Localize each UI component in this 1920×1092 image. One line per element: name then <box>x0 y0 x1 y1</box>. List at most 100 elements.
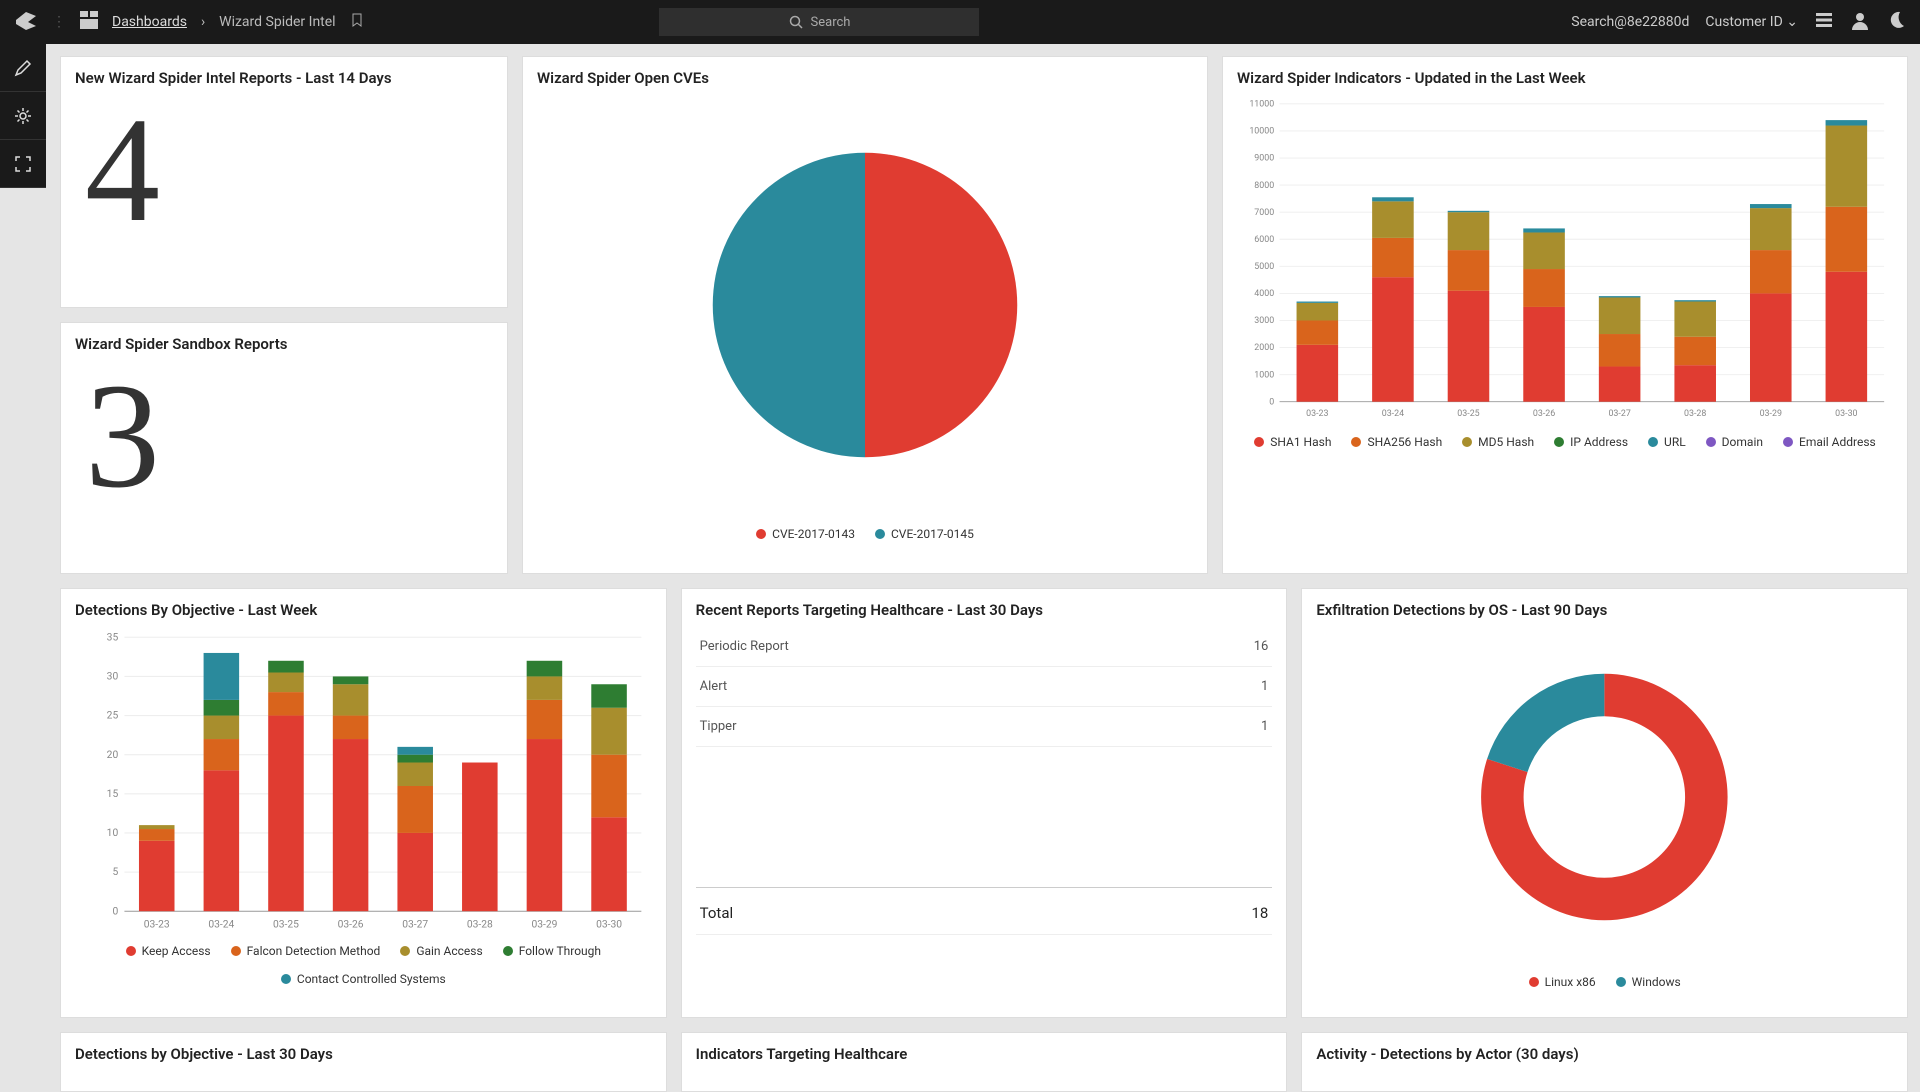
svg-text:03-30: 03-30 <box>1835 409 1857 419</box>
breadcrumb-current: Wizard Spider Intel <box>219 14 335 30</box>
legend-item[interactable]: Follow Through <box>503 944 601 958</box>
stacked-bar-chart: 0510152025303503-2303-2403-2503-2603-270… <box>75 627 652 936</box>
svg-text:03-24: 03-24 <box>1382 409 1404 419</box>
donut-chart <box>1316 627 1893 967</box>
card-title: Wizard Spider Sandbox Reports <box>75 335 493 353</box>
search-input[interactable]: Search <box>659 8 979 36</box>
svg-text:35: 35 <box>107 630 119 643</box>
svg-text:6000: 6000 <box>1254 235 1274 245</box>
topbar: ⋮ Dashboards › Wizard Spider Intel Searc… <box>0 0 1920 44</box>
svg-text:4000: 4000 <box>1254 289 1274 299</box>
svg-text:25: 25 <box>107 709 119 722</box>
settings-button[interactable] <box>0 92 46 140</box>
legend-item[interactable]: URL <box>1648 435 1686 449</box>
svg-text:10000: 10000 <box>1249 127 1274 137</box>
svg-text:03-28: 03-28 <box>467 918 493 931</box>
card-indicators-healthcare: Indicators Targeting Healthcare <box>681 1032 1288 1092</box>
svg-text:03-29: 03-29 <box>1760 409 1782 419</box>
svg-text:9000: 9000 <box>1254 154 1274 164</box>
svg-text:15: 15 <box>107 787 119 800</box>
legend-item[interactable]: Falcon Detection Method <box>231 944 381 958</box>
report-row[interactable]: Tipper1 <box>696 707 1273 747</box>
legend: Keep Access Falcon Detection Method Gain A… <box>75 944 652 986</box>
report-total: Total18 <box>696 887 1273 935</box>
bookmark-icon[interactable] <box>350 13 364 31</box>
report-row[interactable]: Alert1 <box>696 667 1273 707</box>
user-icon[interactable] <box>1850 10 1870 34</box>
svg-text:03-29: 03-29 <box>531 918 557 931</box>
card-recent-reports: Recent Reports Targeting Healthcare - La… <box>681 588 1288 1018</box>
customer-dropdown[interactable]: Customer ID ⌄ <box>1705 14 1798 30</box>
svg-text:1000: 1000 <box>1254 370 1274 380</box>
legend-item[interactable]: Email Address <box>1783 435 1876 449</box>
separator: ⋮ <box>52 14 66 30</box>
svg-text:3000: 3000 <box>1254 316 1274 326</box>
card-title: New Wizard Spider Intel Reports - Last 1… <box>75 69 493 87</box>
legend-item[interactable]: CVE-2017-0143 <box>756 527 855 541</box>
legend-item[interactable]: IP Address <box>1554 435 1628 449</box>
legend-item[interactable]: Linux x86 <box>1529 975 1596 989</box>
svg-text:5000: 5000 <box>1254 262 1274 272</box>
card-title: Wizard Spider Indicators - Updated in th… <box>1237 69 1893 87</box>
card-title: Detections by Objective - Last 30 Days <box>75 1045 652 1063</box>
svg-text:11000: 11000 <box>1249 100 1274 110</box>
stat-value: 4 <box>75 95 493 245</box>
svg-text:0: 0 <box>112 904 118 917</box>
search-placeholder: Search <box>811 15 851 30</box>
legend-item[interactable]: SHA256 Hash <box>1351 435 1442 449</box>
legend-item[interactable]: Windows <box>1616 975 1681 989</box>
legend-item[interactable]: CVE-2017-0145 <box>875 527 974 541</box>
search-icon <box>789 15 803 29</box>
edit-button[interactable] <box>0 44 46 92</box>
card-detections-objective: Detections By Objective - Last Week 0 5 10… <box>60 588 667 1018</box>
brand-logo-icon[interactable] <box>14 8 38 36</box>
card-title: Wizard Spider Open CVEs <box>537 69 1193 87</box>
svg-text:03-27: 03-27 <box>402 918 428 931</box>
dashboards-link[interactable]: Dashboards <box>112 14 187 30</box>
svg-text:03-30: 03-30 <box>596 918 622 931</box>
card-indicators: Wizard Spider Indicators - Updated in th… <box>1222 56 1908 574</box>
card-sandbox-reports: Wizard Spider Sandbox Reports 3 <box>60 322 508 574</box>
pie-chart <box>537 95 1193 515</box>
card-exfil-os: Exfiltration Detections by OS - Last 90 … <box>1301 588 1908 1018</box>
svg-text:03-26: 03-26 <box>1533 409 1555 419</box>
legend: SHA1 Hash SHA256 Hash MD5 Hash IP Address UR… <box>1237 435 1893 449</box>
legend-item[interactable]: Keep Access <box>126 944 211 958</box>
card-title: Detections By Objective - Last Week <box>75 601 652 619</box>
card-open-cves: Wizard Spider Open CVEs CVE-2017-0143CVE… <box>522 56 1208 574</box>
legend-item[interactable]: MD5 Hash <box>1462 435 1534 449</box>
card-title: Recent Reports Targeting Healthcare - La… <box>696 601 1273 619</box>
svg-text:5: 5 <box>112 865 118 878</box>
breadcrumb-sep: › <box>201 14 205 30</box>
card-title: Activity - Detections by Actor (30 days) <box>1316 1045 1893 1063</box>
svg-text:30: 30 <box>107 670 119 683</box>
queue-icon[interactable] <box>1814 10 1834 34</box>
legend: CVE-2017-0143 CVE-2017-0145 <box>537 527 1193 541</box>
legend-item[interactable]: Contact Controlled Systems <box>281 972 446 986</box>
svg-text:03-26: 03-26 <box>338 918 364 931</box>
svg-text:10: 10 <box>107 826 119 839</box>
svg-text:03-25: 03-25 <box>1457 409 1479 419</box>
fullscreen-button[interactable] <box>0 140 46 188</box>
card-detections-30d: Detections by Objective - Last 30 Days <box>60 1032 667 1092</box>
svg-text:03-27: 03-27 <box>1608 409 1630 419</box>
card-new-reports: New Wizard Spider Intel Reports - Last 1… <box>60 56 508 308</box>
svg-text:03-23: 03-23 <box>144 918 170 931</box>
svg-text:03-24: 03-24 <box>208 918 234 931</box>
stacked-bar-chart: 0100020003000400050006000700080009000100… <box>1237 95 1893 423</box>
reports-list: Periodic Report16Alert1Tipper1 Total18 <box>696 627 1273 935</box>
legend-item[interactable]: Domain <box>1706 435 1763 449</box>
svg-text:03-23: 03-23 <box>1306 409 1328 419</box>
card-activity-actor: Activity - Detections by Actor (30 days) <box>1301 1032 1908 1092</box>
dashboards-icon[interactable] <box>80 11 98 33</box>
report-row[interactable]: Periodic Report16 <box>696 627 1273 667</box>
legend: Linux x86 Windows <box>1316 975 1893 989</box>
card-title: Indicators Targeting Healthcare <box>696 1045 1273 1063</box>
svg-text:7000: 7000 <box>1254 208 1274 218</box>
chevron-down-icon: ⌄ <box>1786 14 1798 30</box>
legend-item[interactable]: SHA1 Hash <box>1254 435 1331 449</box>
svg-text:2000: 2000 <box>1254 343 1274 353</box>
stat-value: 3 <box>75 361 493 511</box>
dark-mode-icon[interactable] <box>1886 10 1906 34</box>
legend-item[interactable]: Gain Access <box>400 944 482 958</box>
